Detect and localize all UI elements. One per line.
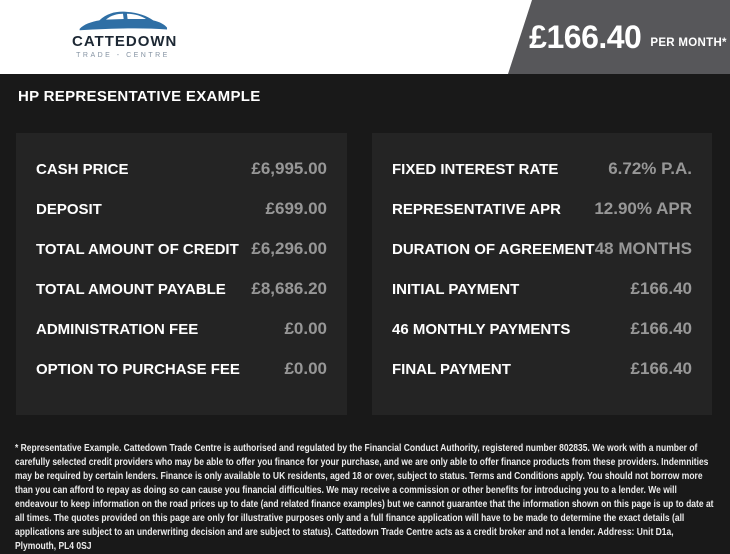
table-row: TOTAL AMOUNT OF CREDIT £6,296.00 — [36, 229, 327, 269]
dealer-logo: CATTEDOWN TRADE - CENTRE — [72, 7, 178, 59]
finance-row-value: 6.72% P.A. — [608, 159, 692, 178]
table-row: TOTAL AMOUNT PAYABLE £8,686.20 — [36, 269, 327, 309]
table-row: DEPOSIT £699.00 — [36, 189, 327, 229]
table-row: FINAL PAYMENT £166.40 — [392, 349, 692, 389]
finance-row-label: FIXED INTEREST RATE — [392, 160, 559, 178]
finance-row-value: £0.00 — [284, 359, 327, 378]
monthly-price-suffix: PER MONTH* — [650, 37, 727, 49]
header-band: CATTEDOWN TRADE - CENTRE £166.40 PER MON… — [0, 0, 730, 74]
car-silhouette-icon — [72, 7, 174, 35]
finance-row-label: TOTAL AMOUNT PAYABLE — [36, 280, 226, 298]
table-row: ADMINISTRATION FEE £0.00 — [36, 309, 327, 349]
dealer-logo-tagline: TRADE - CENTRE — [76, 52, 170, 59]
finance-row-label: FINAL PAYMENT — [392, 360, 511, 378]
finance-panels: CASH PRICE £6,995.00 DEPOSIT £699.00 TOT… — [16, 133, 712, 415]
finance-row-label: DEPOSIT — [36, 200, 102, 218]
table-row: INITIAL PAYMENT £166.40 — [392, 269, 692, 309]
finance-row-value: £166.40 — [630, 279, 692, 298]
finance-row-value: £6,995.00 — [251, 159, 327, 178]
table-row: 46 MONTHLY PAYMENTS £166.40 — [392, 309, 692, 349]
table-row: FIXED INTEREST RATE 6.72% P.A. — [392, 149, 692, 189]
finance-row-label: REPRESENTATIVE APR — [392, 200, 561, 218]
finance-row-label: OPTION TO PURCHASE FEE — [36, 360, 240, 378]
finance-row-label: DURATION OF AGREEMENT — [392, 240, 595, 258]
finance-row-value: 48 MONTHS — [594, 239, 692, 258]
finance-row-label: TOTAL AMOUNT OF CREDIT — [36, 240, 239, 258]
finance-row-label: ADMINISTRATION FEE — [36, 320, 199, 338]
monthly-price-tag: £166.40 PER MONTH* — [508, 0, 730, 74]
table-row: DURATION OF AGREEMENT 48 MONTHS — [392, 229, 692, 269]
finance-row-value: £166.40 — [630, 319, 692, 338]
finance-row-label: CASH PRICE — [36, 160, 129, 178]
page-title: HP REPRESENTATIVE EXAMPLE — [18, 88, 261, 105]
finance-row-value: £166.40 — [630, 359, 692, 378]
finance-row-value: £6,296.00 — [251, 239, 327, 258]
finance-row-label: 46 MONTHLY PAYMENTS — [392, 320, 571, 338]
representative-example-disclaimer: * Representative Example. Cattedown Trad… — [15, 443, 714, 552]
finance-row-label: INITIAL PAYMENT — [392, 280, 520, 298]
finance-panel-right: FIXED INTEREST RATE 6.72% P.A. REPRESENT… — [372, 133, 712, 415]
dealer-logo-name: CATTEDOWN — [72, 33, 178, 50]
finance-row-value: £0.00 — [284, 319, 327, 338]
table-row: OPTION TO PURCHASE FEE £0.00 — [36, 349, 327, 389]
finance-row-value: 12.90% APR — [594, 199, 692, 218]
table-row: REPRESENTATIVE APR 12.90% APR — [392, 189, 692, 229]
finance-row-value: £699.00 — [265, 199, 327, 218]
finance-row-value: £8,686.20 — [251, 279, 327, 298]
finance-panel-left: CASH PRICE £6,995.00 DEPOSIT £699.00 TOT… — [16, 133, 347, 415]
table-row: CASH PRICE £6,995.00 — [36, 149, 327, 189]
monthly-price-amount: £166.40 — [529, 18, 642, 55]
